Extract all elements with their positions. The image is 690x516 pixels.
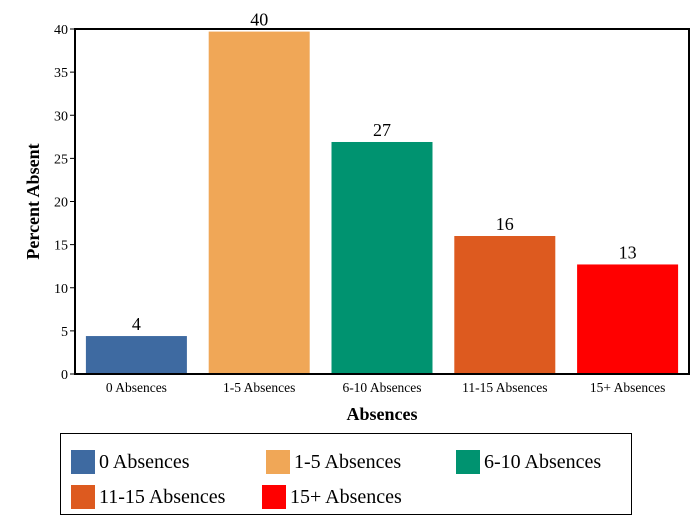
legend-label: 6-10 Absences (484, 451, 602, 473)
bar-chart: 0 5 10 15 20 25 30 35 40 4 40 27 16 13 0 Absences 1-5… (23, 10, 690, 424)
bar (331, 141, 433, 374)
bar (85, 336, 187, 374)
bar-value-label: 27 (373, 120, 391, 140)
x-tick-label: 11-15 Absences (462, 380, 547, 395)
plot-frame (74, 28, 690, 375)
y-tick-label: 20 (54, 196, 68, 211)
bars (85, 31, 679, 375)
legend: 0 Absences 1-5 Absences 6-10 Absences 11… (60, 433, 632, 515)
bar (454, 236, 556, 374)
legend-label: 0 Absences (99, 451, 190, 473)
bar (577, 264, 679, 374)
y-tick-label: 40 (54, 23, 68, 38)
x-axis-label: Absences (347, 404, 418, 424)
y-axis-ticks: 0 5 10 15 20 25 30 35 40 (54, 23, 75, 383)
y-tick-label: 30 (54, 109, 68, 124)
legend-label: 15+ Absences (290, 486, 402, 508)
x-axis-ticks: 0 Absences 1-5 Absences 6-10 Absences 11-15… (106, 380, 666, 395)
y-tick-label: 10 (54, 282, 68, 297)
legend-swatch (71, 450, 95, 474)
x-tick-label: 6-10 Absences (342, 380, 421, 395)
bar-value-label: 4 (132, 314, 141, 334)
y-tick-label: 25 (54, 152, 68, 167)
legend-item-11-15-absences: 11-15 Absences (71, 483, 225, 511)
bar-value-label: 40 (250, 10, 268, 30)
bar-data-labels: 4 40 27 16 13 (132, 10, 637, 334)
bar (208, 31, 310, 375)
bar-value-label: 13 (619, 242, 637, 262)
y-tick-label: 35 (54, 66, 68, 81)
legend-item-6-10-absences: 6-10 Absences (456, 448, 601, 476)
x-tick-label: 0 Absences (106, 380, 167, 395)
legend-label: 1-5 Absences (294, 451, 402, 473)
y-tick-label: 5 (61, 325, 68, 340)
legend-item-15-plus-absences: 15+ Absences (262, 483, 402, 511)
x-tick-label: 1-5 Absences (223, 380, 295, 395)
bar-value-label: 16 (496, 214, 514, 234)
legend-item-1-5-absences: 1-5 Absences (266, 448, 401, 476)
y-tick-label: 0 (61, 368, 68, 383)
legend-swatch (262, 485, 286, 509)
legend-label: 11-15 Absences (99, 486, 226, 508)
legend-swatch (71, 485, 95, 509)
x-tick-label: 15+ Absences (590, 380, 665, 395)
y-tick-label: 15 (54, 239, 68, 254)
legend-swatch (266, 450, 290, 474)
legend-swatch (456, 450, 480, 474)
y-axis-label: Percent Absent (23, 143, 43, 259)
legend-item-0-absences: 0 Absences (71, 448, 190, 476)
